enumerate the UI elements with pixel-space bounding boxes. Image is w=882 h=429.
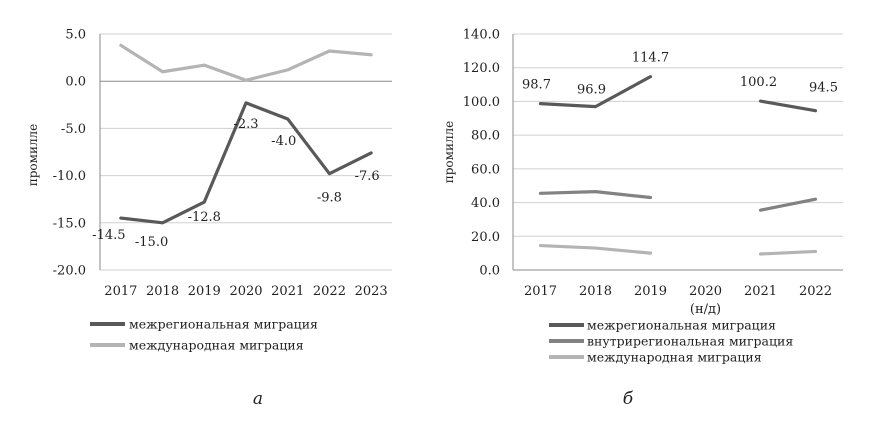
chart-b-x-tick-label: 2018	[579, 284, 612, 299]
chart-b-y-tick-label: 100.0	[463, 95, 500, 110]
chart-b-data-label: 100.2	[740, 75, 777, 90]
chart-a-y-tick-label: -5.0	[61, 122, 86, 137]
chart-a-data-label: -4.0	[271, 134, 296, 149]
chart-a-y-tick-labels: 5.0 0.0 -5.0 -10.0 -15.0 -20.0	[53, 28, 86, 279]
chart-b-x-tick-label: 2017	[524, 284, 557, 299]
chart-b-y-tick-label: 20.0	[471, 230, 500, 245]
chart-a-legend-label: международная миграция	[129, 338, 304, 353]
chart-a-data-labels: -14.5 -15.0 -12.8 -2.3 -4.0 -9.8 -7.6	[92, 117, 379, 250]
chart-b-data-labels: 98.7 96.9 114.7 100.2 94.5	[522, 51, 838, 98]
chart-a-data-label: -2.3	[233, 117, 258, 132]
chart-a-series-lines	[119, 43, 373, 225]
chart-b-axes	[512, 34, 843, 271]
chart-a-data-label: -14.5	[92, 228, 125, 243]
chart-b-gridlines	[513, 33, 843, 237]
chart-a-y-tick-label: -20.0	[53, 264, 86, 279]
chart-a-y-tick-label: 5.0	[65, 28, 86, 43]
chart-a-data-label: -7.6	[355, 169, 380, 184]
chart-b-y-tick-label: 120.0	[463, 61, 500, 76]
chart-b-legend: межрегиональная миграциявнутрирегиональн…	[549, 318, 793, 365]
chart-b-x-tick-note: (н/д)	[690, 302, 721, 317]
chart-b-panel-label: б	[623, 389, 634, 409]
chart-b-data-label: 96.9	[577, 83, 606, 98]
chart-b-data-label: 98.7	[522, 78, 551, 93]
chart-b-x-tick-label: 2019	[634, 284, 667, 299]
chart-b-data-label: 94.5	[809, 81, 838, 96]
chart-a-series-line-international	[119, 43, 373, 82]
chart-b-x-tick-label: 2021	[744, 284, 777, 299]
chart-b-legend-label: внутрирегиональная миграция	[587, 334, 793, 349]
chart-a-series-line-interregional	[119, 101, 373, 225]
chart-b-series-line-interregional	[758, 99, 818, 113]
chart-a-x-tick-label: 2020	[229, 284, 262, 299]
chart-a-data-label: -15.0	[135, 235, 168, 250]
chart-b-series-line-interregional	[538, 75, 653, 109]
chart-b-data-label: 114.7	[632, 51, 669, 66]
chart-b-series-line-international	[758, 249, 818, 256]
chart-b-legend-label: международная миграция	[587, 350, 762, 365]
chart-a-x-tick-label: 2018	[146, 284, 179, 299]
chart-a-data-label: -9.8	[317, 191, 342, 206]
chart-a-y-tick-label: -10.0	[53, 169, 86, 184]
chart-b-y-tick-label: 0.0	[479, 264, 500, 279]
chart-a-panel-label: а	[253, 389, 263, 409]
chart-a: 5.00.0-5.0-10.0-15.0-20.0 2017 2018 2019 20…	[26, 28, 392, 409]
chart-b-legend-label: межрегиональная миграция	[587, 318, 776, 333]
chart-a-x-tick-label: 2023	[355, 284, 388, 299]
chart-b-series-lines	[538, 75, 818, 256]
chart-b-y-tick-labels: 140.0 120.0 100.0 80.0 60.0 40.0 20.0 0.0	[463, 28, 500, 279]
chart-b-series-line-intraregional	[758, 197, 818, 212]
chart-b-y-tick-label: 60.0	[471, 162, 500, 177]
chart-a-x-tick-label: 2017	[104, 284, 137, 299]
chart-a-y-axis-label: промилле	[26, 124, 40, 187]
chart-a-x-tick-labels: 2017 2018 2019 2020 2021 2022 2023	[104, 284, 387, 299]
chart-b-y-tick-label: 40.0	[471, 196, 500, 211]
chart-b-x-tick-label: 2022	[799, 284, 832, 299]
chart-a-legend: межрегиональная миграция международная ми…	[90, 317, 318, 353]
chart-b-series-line-intraregional	[538, 190, 653, 200]
chart-b-y-tick-label: 140.0	[463, 28, 500, 43]
chart-b-x-tick-label: 2020	[689, 284, 722, 299]
chart-a-data-label: -12.8	[188, 210, 221, 225]
chart-a-y-tick-label: 0.0	[65, 75, 86, 90]
chart-a-y-tick-label: -15.0	[53, 216, 86, 231]
chart-b-x-tick-labels: 2017 2018 2019 2020 (н/д) 2021 2022	[524, 284, 832, 317]
chart-a-x-tick-label: 2022	[313, 284, 346, 299]
chart-a-x-tick-label: 2019	[188, 284, 221, 299]
chart-a-legend-label: межрегиональная миграция	[129, 317, 318, 332]
chart-b-y-tick-label: 80.0	[471, 129, 500, 144]
chart-b-series-line-international	[538, 243, 653, 255]
chart-a-x-tick-label: 2021	[271, 284, 304, 299]
chart-b-y-axis-label: промилле	[442, 121, 456, 184]
